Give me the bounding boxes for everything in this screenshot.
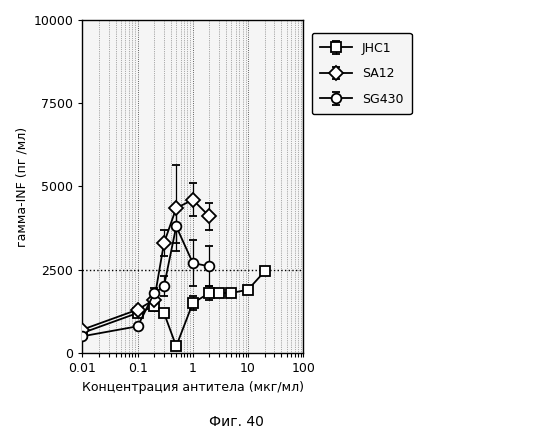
Legend: JHC1, SA12, SG430: JHC1, SA12, SG430 [312,33,412,114]
X-axis label: Концентрация антитела (мкг/мл): Концентрация антитела (мкг/мл) [82,381,304,393]
Text: Фиг. 40: Фиг. 40 [209,415,264,429]
Y-axis label: гамма-INF (пг /мл): гамма-INF (пг /мл) [15,126,28,246]
